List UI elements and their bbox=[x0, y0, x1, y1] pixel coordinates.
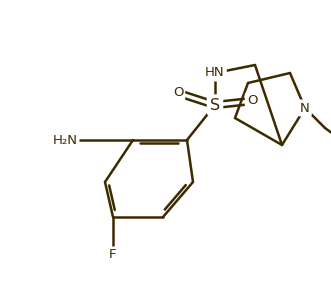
Text: N: N bbox=[300, 102, 310, 115]
Text: O: O bbox=[247, 95, 257, 108]
Text: O: O bbox=[173, 87, 183, 100]
Text: H₂N: H₂N bbox=[53, 134, 77, 147]
Text: HN: HN bbox=[205, 67, 225, 80]
Text: S: S bbox=[210, 98, 220, 113]
Text: F: F bbox=[109, 248, 117, 261]
